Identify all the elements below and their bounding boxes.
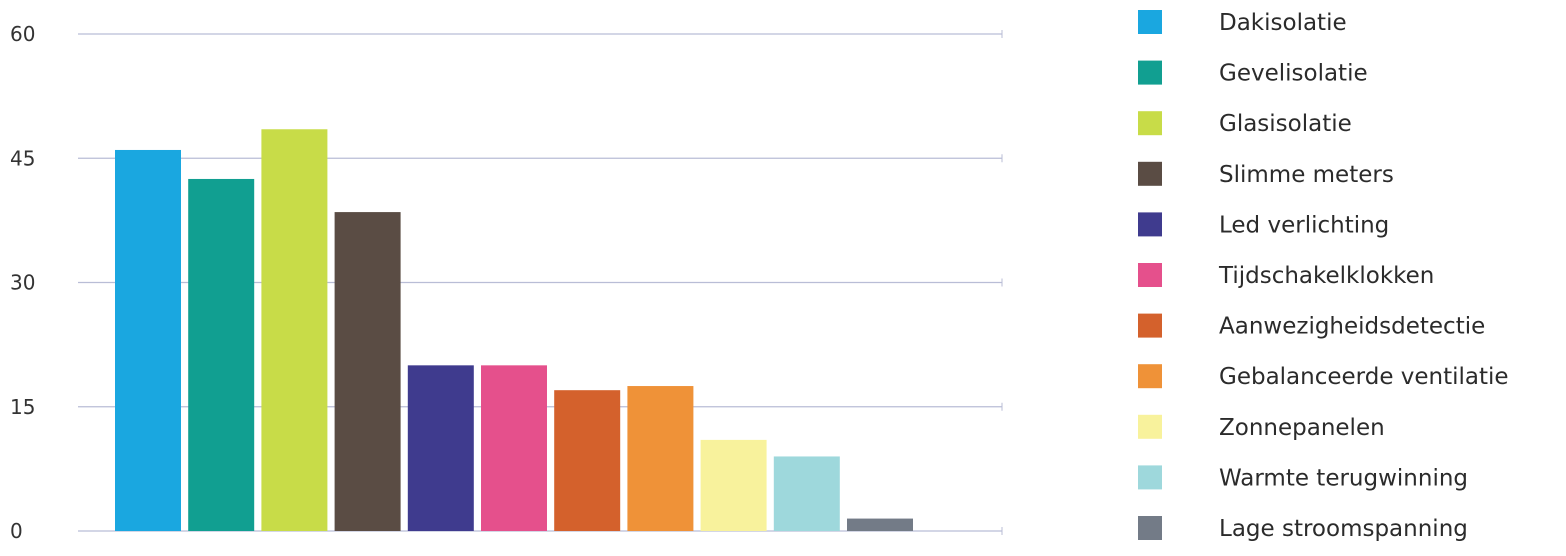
- legend-swatch: [1138, 516, 1162, 540]
- bar-7: [554, 390, 621, 531]
- bar-6: [481, 365, 547, 531]
- legend-label: Zonnepanelen: [1219, 415, 1385, 441]
- bar-10: [773, 456, 840, 531]
- legend-swatch: [1138, 111, 1162, 136]
- legend-label: Glasisolatie: [1219, 111, 1352, 137]
- bar-4: [334, 212, 401, 531]
- bar-9: [700, 439, 767, 531]
- legend-swatch: [1138, 364, 1162, 389]
- bar-2: [188, 178, 255, 532]
- legend-swatch: [1138, 414, 1162, 439]
- bar-1: [115, 149, 181, 531]
- y-tick-label: 45: [10, 146, 35, 170]
- legend-label: Aanwezigheidsdetectie: [1219, 314, 1485, 340]
- y-tick-label: 60: [10, 22, 35, 46]
- y-tick-label: 15: [10, 395, 35, 419]
- legend-swatch: [1138, 60, 1162, 85]
- legend-swatch: [1138, 263, 1162, 287]
- legend-label: Slimme meters: [1219, 162, 1394, 188]
- y-tick-label: 0: [10, 519, 23, 543]
- legend-label: Gevelisolatie: [1219, 61, 1368, 87]
- y-tick-label: 30: [10, 271, 35, 295]
- legend-label: Gebalanceerde ventilatie: [1219, 364, 1509, 390]
- bar-11: [847, 518, 913, 531]
- legend-swatch: [1138, 10, 1162, 34]
- bar-3: [261, 129, 328, 531]
- legend-swatch: [1138, 313, 1162, 338]
- legend-label: Tijdschakelklokken: [1218, 263, 1434, 289]
- legend-swatch: [1138, 465, 1162, 490]
- bar-8: [627, 386, 694, 531]
- bar-5: [407, 365, 474, 531]
- legend-label: Lage stroomspanning: [1219, 516, 1468, 542]
- legend-label: Warmte terugwinning: [1219, 465, 1468, 491]
- legend-label: Led verlichting: [1219, 212, 1389, 238]
- legend-label: Dakisolatie: [1219, 10, 1347, 36]
- legend-swatch: [1138, 212, 1162, 237]
- legend-swatch: [1138, 161, 1162, 186]
